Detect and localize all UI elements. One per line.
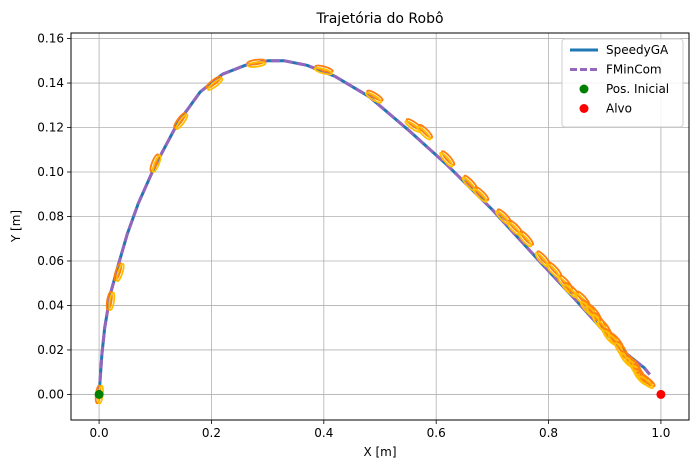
y-tick-label: 0.00	[37, 387, 64, 401]
pose-marker	[472, 186, 490, 203]
legend-label: Alvo	[606, 102, 632, 116]
pose-marker	[607, 332, 624, 350]
legend-label: SpeedyGA	[606, 43, 669, 57]
x-tick-label: 1.0	[651, 426, 670, 440]
y-tick-label: 0.04	[37, 298, 64, 312]
pose-marker	[173, 112, 189, 131]
x-tick-label: 0.8	[539, 426, 558, 440]
points-layer	[94, 389, 666, 399]
chart-title: Trajetória do Robô	[315, 11, 443, 27]
pose-marker	[637, 373, 656, 390]
x-tick-label: 0.6	[427, 426, 446, 440]
x-axis-ticks: 0.0 0.2 0.4 0.6 0.8 1.0	[90, 420, 670, 440]
pose-marker	[439, 150, 456, 168]
pose-marker	[517, 230, 534, 248]
plot-frame	[70, 32, 690, 421]
y-axis-ticks: 0.00 0.02 0.04 0.06 0.08 0.10 0.12 0.14 0.16	[37, 32, 71, 401]
y-tick-label: 0.02	[37, 343, 64, 357]
series-line-fmincom	[97, 59, 651, 395]
y-tick-label: 0.14	[37, 76, 64, 90]
legend-marker-target	[579, 104, 589, 113]
legend-marker-start	[579, 84, 589, 94]
pose-marker	[495, 208, 512, 225]
pose-marker	[205, 75, 224, 91]
x-tick-label: 0.0	[90, 426, 109, 440]
y-tick-label: 0.16	[37, 32, 64, 46]
pose-marker	[113, 262, 125, 283]
y-tick-label: 0.08	[37, 209, 64, 223]
legend: SpeedyGA FMinCom Pos. Inicial Alvo	[561, 38, 684, 128]
y-tick-label: 0.06	[37, 254, 64, 268]
point-target	[656, 389, 666, 399]
legend-label: Pos. Inicial	[606, 82, 669, 96]
point-start	[94, 389, 104, 399]
y-tick-label: 0.12	[37, 121, 64, 135]
x-tick-label: 0.4	[314, 426, 333, 440]
x-axis-label: X [m]	[363, 445, 396, 459]
pose-marker	[313, 64, 334, 76]
y-tick-label: 0.10	[37, 165, 64, 179]
pose-marker	[416, 123, 434, 141]
y-axis-label: Y [m]	[9, 210, 23, 243]
legend-label: FMinCom	[606, 63, 662, 77]
x-tick-label: 0.2	[202, 426, 221, 440]
gridlines	[71, 33, 689, 420]
legend-box	[561, 38, 684, 128]
